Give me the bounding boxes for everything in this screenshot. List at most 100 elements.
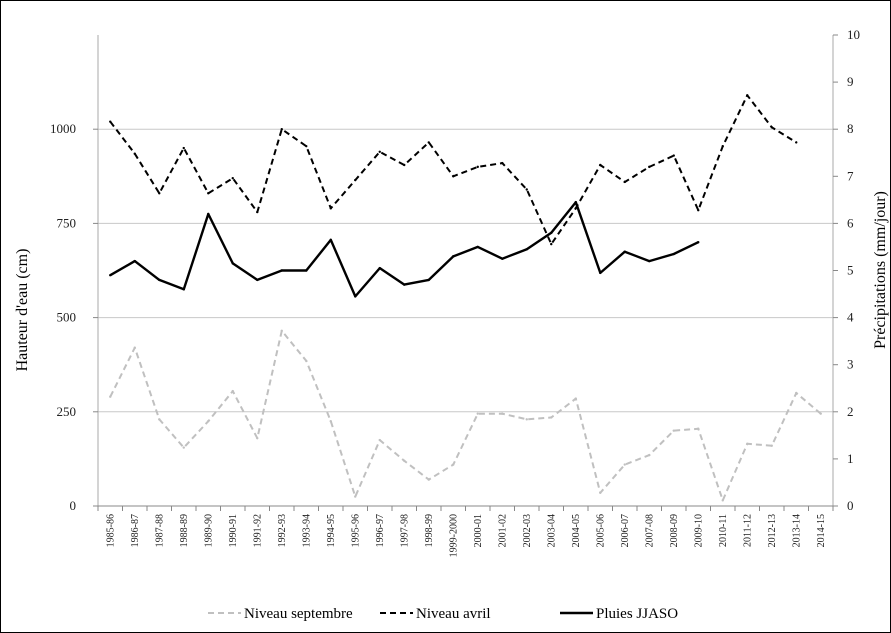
- y-right-tick-label: 5: [847, 263, 854, 278]
- data-point-pluies-jjaso: [403, 283, 406, 286]
- data-point-pluies-jjaso: [452, 255, 455, 258]
- data-point-pluies-jjaso: [648, 259, 651, 263]
- data-point-pluies-jjaso: [231, 262, 234, 265]
- x-tick-label: 1991-92: [252, 514, 263, 547]
- data-point-niveau-avril: [182, 146, 185, 150]
- y-left-tick-label: 750: [57, 215, 77, 230]
- series-lines: [109, 94, 822, 502]
- legend-label: Niveau septembre: [244, 606, 353, 622]
- y-right-tick-label: 10: [847, 27, 860, 42]
- y-right-tick-label: 9: [847, 74, 854, 89]
- data-point-pluies-jjaso: [354, 295, 357, 298]
- legend-label: Niveau avril: [416, 606, 491, 622]
- data-point-niveau-avril: [648, 165, 651, 169]
- data-point-niveau-septembre: [648, 453, 651, 457]
- data-point-niveau-septembre: [721, 499, 724, 502]
- x-tick-label: 2001-02: [497, 514, 508, 547]
- data-point-niveau-septembre: [256, 436, 259, 440]
- data-point-niveau-septembre: [403, 459, 406, 462]
- x-tick-label: 2013-14: [791, 514, 802, 547]
- data-point-niveau-avril: [329, 207, 332, 210]
- data-point-niveau-septembre: [623, 463, 626, 466]
- data-point-pluies-jjaso: [182, 288, 185, 291]
- data-point-niveau-avril: [207, 192, 210, 195]
- x-tick-label: 2009-10: [693, 514, 704, 547]
- data-point-niveau-avril: [770, 126, 773, 129]
- data-point-niveau-avril: [599, 163, 602, 167]
- y-right-tick-label: 2: [847, 404, 854, 419]
- data-point-pluies-jjaso: [256, 278, 259, 282]
- y-left-tick-label: 0: [70, 498, 77, 513]
- data-point-niveau-septembre: [452, 463, 455, 466]
- data-point-niveau-avril: [427, 141, 430, 144]
- x-tick-label: 1998-99: [424, 514, 435, 547]
- x-tick-label: 1988-89: [179, 514, 190, 547]
- y-right-tick-label: 8: [847, 121, 854, 136]
- axes: [93, 34, 838, 511]
- data-point-niveau-septembre: [501, 412, 504, 415]
- x-tick-label: 1996-97: [375, 514, 386, 547]
- data-point-niveau-avril: [354, 178, 357, 182]
- data-point-niveau-septembre: [231, 389, 234, 393]
- data-point-niveau-avril: [697, 209, 700, 212]
- series-line-pluies-jjaso: [109, 201, 699, 298]
- data-point-niveau-septembre: [427, 478, 430, 481]
- data-point-niveau-septembre: [305, 359, 308, 363]
- data-point-niveau-avril: [550, 242, 553, 246]
- x-tick-label: 1986-87: [130, 514, 141, 547]
- data-point-niveau-septembre: [697, 427, 700, 430]
- x-tick-label: 1997-98: [399, 514, 410, 547]
- data-point-pluies-jjaso: [476, 245, 479, 249]
- x-tick-label: 2010-11: [718, 514, 729, 547]
- x-tick-labels: 1985-86 1986-87 1987-88 1988-89 1989-90 1990-…: [105, 514, 827, 557]
- data-point-niveau-avril: [746, 94, 749, 97]
- y-left-tick-labels: 0 250 500 750 1000: [50, 121, 76, 513]
- data-point-pluies-jjaso: [697, 241, 700, 244]
- data-point-niveau-septembre: [476, 412, 479, 415]
- data-point-pluies-jjaso: [207, 212, 210, 216]
- data-point-pluies-jjaso: [280, 269, 283, 272]
- gridlines: [98, 128, 833, 413]
- data-point-pluies-jjaso: [550, 231, 553, 235]
- x-tick-label: 1994-95: [326, 514, 337, 547]
- data-point-pluies-jjaso: [158, 278, 161, 282]
- x-tick-label: 1989-90: [203, 514, 214, 547]
- x-tick-label: 2003-04: [546, 514, 557, 547]
- data-point-niveau-avril: [256, 210, 259, 214]
- x-tick-label: 1999-2000: [448, 514, 459, 557]
- data-point-niveau-avril: [623, 180, 626, 184]
- x-tick-label: 2004-05: [571, 514, 582, 547]
- data-point-niveau-septembre: [354, 495, 357, 498]
- data-point-niveau-avril: [109, 120, 112, 123]
- y-right-tick-label: 6: [847, 215, 854, 230]
- data-point-pluies-jjaso: [427, 278, 430, 282]
- y-left-tick-label: 250: [57, 404, 77, 419]
- x-tick-label: 2012-13: [767, 514, 778, 547]
- x-tick-label: 2005-06: [595, 514, 606, 547]
- data-point-niveau-avril: [378, 150, 381, 154]
- data-point-niveau-septembre: [819, 412, 822, 415]
- data-point-niveau-septembre: [329, 420, 332, 423]
- data-point-pluies-jjaso: [574, 201, 577, 204]
- data-point-niveau-septembre: [158, 418, 161, 421]
- data-point-niveau-avril: [403, 163, 406, 167]
- data-point-niveau-avril: [133, 152, 136, 155]
- data-point-pluies-jjaso: [109, 274, 112, 277]
- y-right-tick-labels: 0 1 2 3 4 5 6 7 8 9 10: [847, 27, 860, 513]
- data-point-pluies-jjaso: [599, 271, 602, 275]
- data-point-niveau-septembre: [574, 397, 577, 400]
- data-point-niveau-septembre: [795, 391, 798, 395]
- data-point-niveau-avril: [795, 141, 798, 144]
- data-point-niveau-avril: [574, 207, 577, 210]
- data-point-niveau-septembre: [182, 446, 185, 449]
- data-point-niveau-avril: [452, 175, 455, 178]
- data-point-niveau-septembre: [280, 329, 283, 332]
- data-point-niveau-septembre: [672, 429, 675, 432]
- data-point-niveau-septembre: [133, 346, 136, 349]
- data-point-niveau-septembre: [207, 420, 210, 423]
- x-tick-label: 1993-94: [301, 514, 312, 547]
- legend: Niveau septembre Niveau avril Pluies JJASO: [208, 606, 678, 622]
- data-point-niveau-avril: [476, 165, 479, 169]
- y-right-tick-label: 1: [847, 451, 854, 466]
- data-point-niveau-avril: [501, 161, 504, 165]
